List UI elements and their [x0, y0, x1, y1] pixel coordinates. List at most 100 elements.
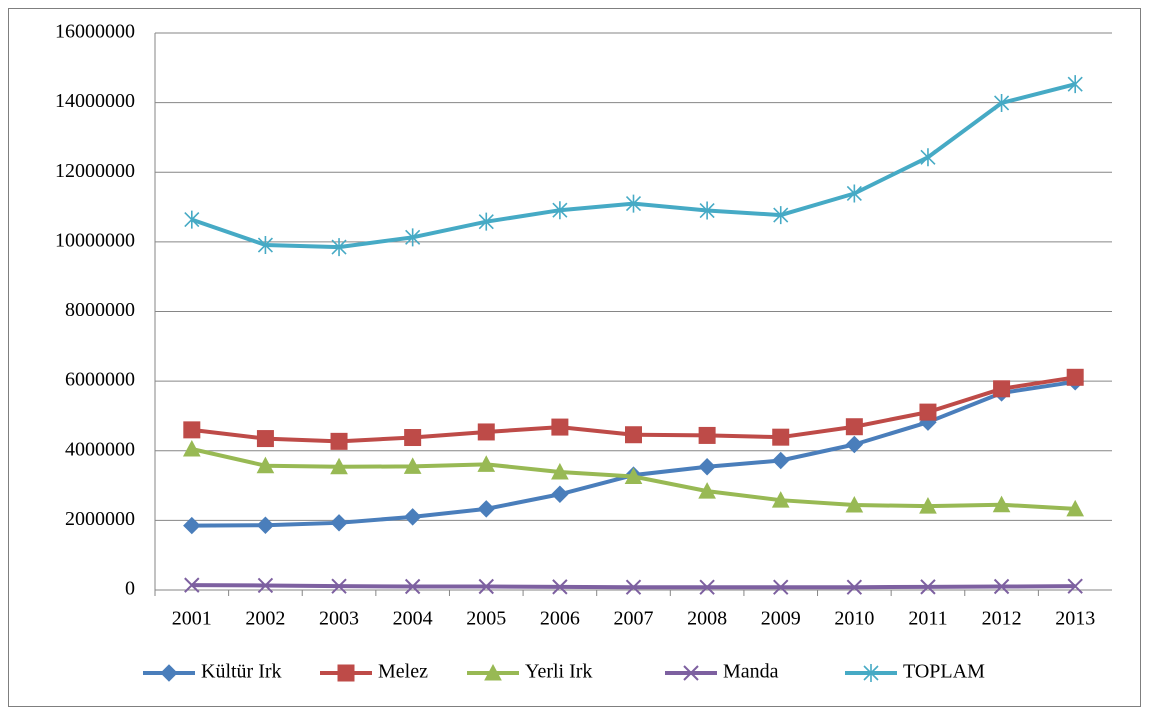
x-tick-label: 2010: [834, 608, 874, 630]
point: [478, 212, 494, 231]
series: [182, 439, 1085, 517]
point: [845, 495, 864, 513]
point: [183, 421, 201, 439]
point: [625, 194, 642, 213]
x-tick-label: 2005: [466, 608, 506, 630]
x-tick-label: 2011: [908, 608, 947, 630]
point: [551, 485, 569, 503]
point: [846, 579, 863, 595]
point: [1066, 368, 1084, 386]
point: [552, 201, 568, 220]
point: [257, 577, 274, 594]
point: [625, 426, 642, 444]
point: [331, 238, 347, 257]
y-tick-label: 8000000: [65, 299, 135, 321]
legend-item: TOPLAM: [845, 661, 985, 683]
x-tick-label: 2008: [687, 608, 727, 630]
point: [698, 458, 716, 476]
chart-border: [8, 8, 1141, 707]
point: [404, 578, 421, 595]
point: [771, 491, 790, 508]
point: [1066, 499, 1085, 517]
point: [477, 455, 496, 472]
y-tick-label: 10000000: [55, 229, 135, 251]
point: [551, 418, 569, 436]
point: [920, 148, 936, 167]
point: [846, 184, 862, 203]
legend-label: Kültür Irk: [201, 661, 282, 683]
point: [257, 236, 273, 255]
point: [477, 500, 495, 518]
point: [551, 462, 569, 480]
series: [184, 75, 1083, 257]
point: [993, 380, 1011, 398]
point: [184, 210, 200, 229]
point: [330, 514, 348, 532]
point: [1067, 578, 1083, 594]
point: [772, 428, 790, 446]
point: [1067, 75, 1083, 94]
x-tick-label: 2007: [614, 608, 654, 630]
point: [773, 579, 789, 595]
point: [992, 495, 1011, 513]
x-tick-label: 2004: [393, 608, 433, 630]
x-tick-label: 2009: [761, 608, 801, 630]
point: [183, 516, 201, 535]
point: [919, 403, 937, 421]
legend-label: TOPLAM: [903, 661, 985, 683]
point: [624, 467, 643, 485]
point: [845, 435, 864, 454]
legend-marker: [484, 663, 502, 681]
point: [698, 426, 716, 444]
series: [184, 577, 1083, 595]
x-tick-label: 2006: [540, 608, 580, 630]
point: [330, 432, 348, 450]
x-tick-label: 2003: [319, 608, 359, 630]
point: [477, 423, 495, 441]
point: [403, 457, 422, 474]
legend-label: Manda: [723, 661, 779, 683]
point: [699, 579, 715, 595]
legend-marker: [863, 664, 879, 682]
point: [919, 497, 937, 514]
point: [331, 578, 347, 594]
legend-marker: [160, 664, 178, 682]
legend-item: Manda: [665, 661, 779, 683]
y-tick-label: 0: [125, 578, 135, 600]
legend-item: Kültür Irk: [143, 661, 282, 683]
point: [403, 508, 422, 526]
point: [256, 430, 274, 448]
point: [625, 579, 642, 595]
legend-label: Melez: [378, 661, 428, 683]
y-tick-label: 14000000: [55, 90, 135, 112]
point: [405, 228, 421, 247]
legend-item: Yerli Irk: [467, 661, 592, 683]
point: [182, 439, 201, 457]
point: [698, 482, 716, 499]
point: [404, 429, 422, 447]
legend-label: Yerli Irk: [525, 661, 592, 683]
point: [256, 516, 275, 534]
y-tick-label: 12000000: [55, 160, 135, 182]
point: [330, 457, 348, 475]
point: [994, 93, 1010, 112]
y-tick-label: 6000000: [65, 369, 135, 391]
y-tick-label: 16000000: [55, 21, 135, 43]
legend-marker: [683, 665, 699, 681]
y-tick-label: 2000000: [65, 508, 135, 530]
y-tick-label: 4000000: [65, 438, 135, 460]
point: [845, 418, 863, 436]
point: [993, 578, 1010, 595]
point: [256, 456, 275, 474]
x-tick-label: 2013: [1055, 608, 1095, 630]
point: [478, 578, 494, 595]
point: [552, 579, 568, 595]
point: [920, 579, 936, 595]
legend-item: Melez: [320, 661, 428, 683]
point: [699, 201, 715, 220]
legend-marker: [337, 664, 355, 682]
x-tick-label: 2001: [172, 608, 212, 630]
point: [773, 206, 789, 225]
